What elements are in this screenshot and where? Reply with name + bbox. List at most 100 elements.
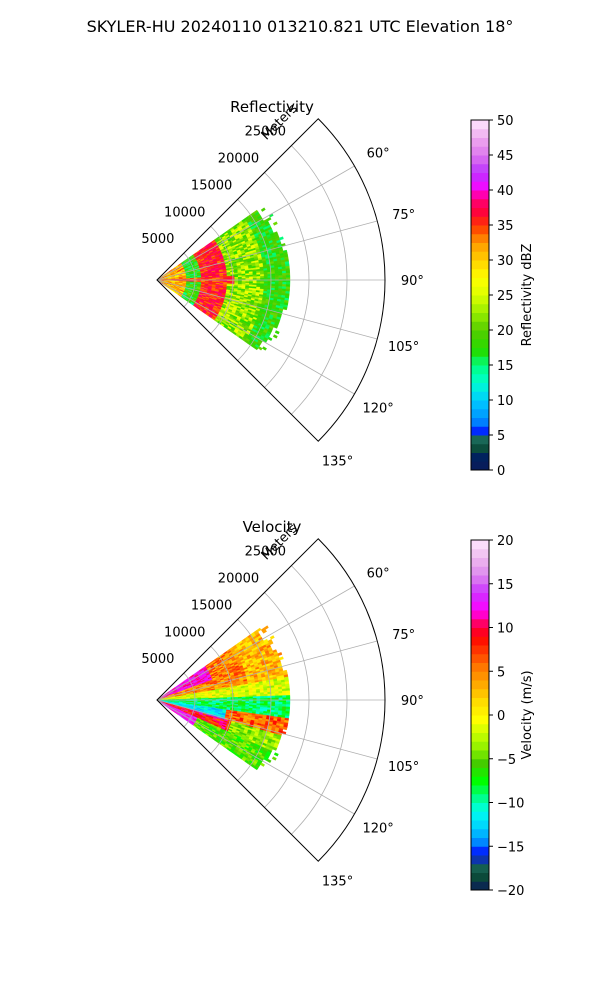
axes-frame — [156, 118, 386, 442]
data-cell — [272, 334, 278, 339]
data-cell — [282, 275, 287, 279]
colorbar-segment — [471, 146, 489, 156]
colorbar-segment — [471, 373, 489, 383]
colorbar-segment — [471, 426, 489, 436]
colorbar-segment — [471, 225, 489, 235]
data-cell — [256, 694, 261, 697]
data-cell — [260, 694, 265, 697]
data-cell — [278, 281, 283, 285]
reflectivity-panel: 500010000150002000025000Meters60°75°90°1… — [141, 98, 535, 479]
data-cell — [252, 696, 257, 699]
colorbar-segment — [471, 347, 489, 357]
colorbar-tick-label: 10 — [497, 394, 514, 409]
radial-tick-label: 20000 — [218, 152, 259, 167]
grid-spoke — [156, 279, 355, 395]
data-cell — [285, 270, 291, 274]
data-cell — [272, 221, 278, 226]
data-cell — [282, 306, 288, 311]
colorbar-segment — [471, 295, 489, 305]
azimuth-tick-label: 60° — [367, 146, 390, 161]
colorbar-label: Reflectivity dBZ — [520, 244, 535, 347]
colorbar-segment — [471, 417, 489, 427]
data-cell — [271, 695, 276, 699]
data-cell — [260, 207, 266, 212]
radial-tick-label: 5000 — [141, 232, 174, 247]
azimuth-tick-label: 120° — [362, 402, 393, 417]
colorbar-segment — [471, 190, 489, 200]
colorbar-segment — [471, 408, 489, 418]
data-cell — [234, 276, 239, 279]
data-cell — [285, 272, 291, 276]
colorbar-tick-label: 15 — [497, 359, 514, 374]
colorbar-segment — [471, 277, 489, 287]
radar-data — [156, 207, 291, 351]
colorbar-segment — [471, 181, 489, 191]
colorbar-tick-label: 5 — [497, 429, 505, 444]
colorbar-segment — [471, 128, 489, 138]
data-cell — [262, 629, 267, 634]
data-cell — [263, 625, 269, 630]
data-cell — [282, 692, 287, 696]
data-cell — [268, 641, 274, 646]
radial-tick-label: 15000 — [191, 178, 232, 193]
figure-title: SKYLER-HU 20240110 013210.821 UTC Elevat… — [87, 17, 514, 36]
data-cell — [256, 274, 261, 277]
colorbar-segment — [471, 233, 489, 243]
colorbar-segment — [471, 356, 489, 366]
data-cell — [260, 762, 265, 767]
data-cell — [267, 336, 273, 341]
azimuth-tick-label: 105° — [388, 340, 419, 355]
data-cell — [266, 758, 272, 763]
colorbar-tick-label: 40 — [497, 184, 514, 199]
data-cell — [281, 688, 287, 692]
data-cell — [285, 702, 291, 705]
data-cell — [241, 696, 246, 699]
colorbar-tick-label: 45 — [497, 149, 514, 164]
colorbar-segment — [471, 321, 489, 331]
data-cell — [272, 746, 278, 751]
azimuth-tick-label: 75° — [392, 208, 415, 223]
colorbar-tick-label: 0 — [497, 464, 505, 479]
data-cell — [271, 275, 276, 279]
data-cell — [257, 346, 263, 351]
data-cell — [285, 695, 291, 698]
colorbar-tick-label: 35 — [497, 219, 514, 234]
colorbar-segment — [471, 338, 489, 348]
data-cell — [282, 695, 287, 699]
colorbar-segment — [471, 303, 489, 313]
data-cell — [269, 635, 275, 640]
data-cell — [266, 217, 272, 222]
data-cell — [234, 696, 239, 699]
data-cell — [279, 656, 284, 661]
data-cell — [285, 692, 291, 696]
data-cell — [241, 276, 246, 279]
azimuth-tick-label: 90° — [401, 274, 424, 289]
colorbar-tick-label: 30 — [497, 254, 514, 269]
data-cell — [275, 695, 280, 699]
data-cell — [282, 281, 287, 285]
colorbar-segment — [471, 155, 489, 165]
data-cell — [271, 273, 276, 277]
radial-tick-label: 25000 — [245, 125, 286, 140]
colorbar-segment — [471, 330, 489, 340]
colorbar-segment — [471, 207, 489, 217]
data-cell — [285, 282, 291, 285]
data-cell — [252, 276, 257, 279]
data-cell — [271, 756, 277, 761]
colorbar-segment — [471, 163, 489, 173]
data-cell — [260, 274, 265, 277]
colorbar-segment — [471, 365, 489, 375]
colorbar-segment — [471, 391, 489, 401]
colorbar-segment — [471, 312, 489, 322]
colorbar-segment — [471, 443, 489, 453]
colorbar-segment — [471, 242, 489, 252]
data-cell — [285, 284, 291, 288]
data-cell — [263, 695, 268, 699]
data-cell — [278, 695, 283, 699]
data-cell — [275, 275, 280, 279]
data-cell — [285, 704, 291, 708]
colorbar-segment — [471, 260, 489, 270]
colorbar-tick-label: 25 — [497, 289, 514, 304]
colorbar-segment — [471, 216, 489, 226]
